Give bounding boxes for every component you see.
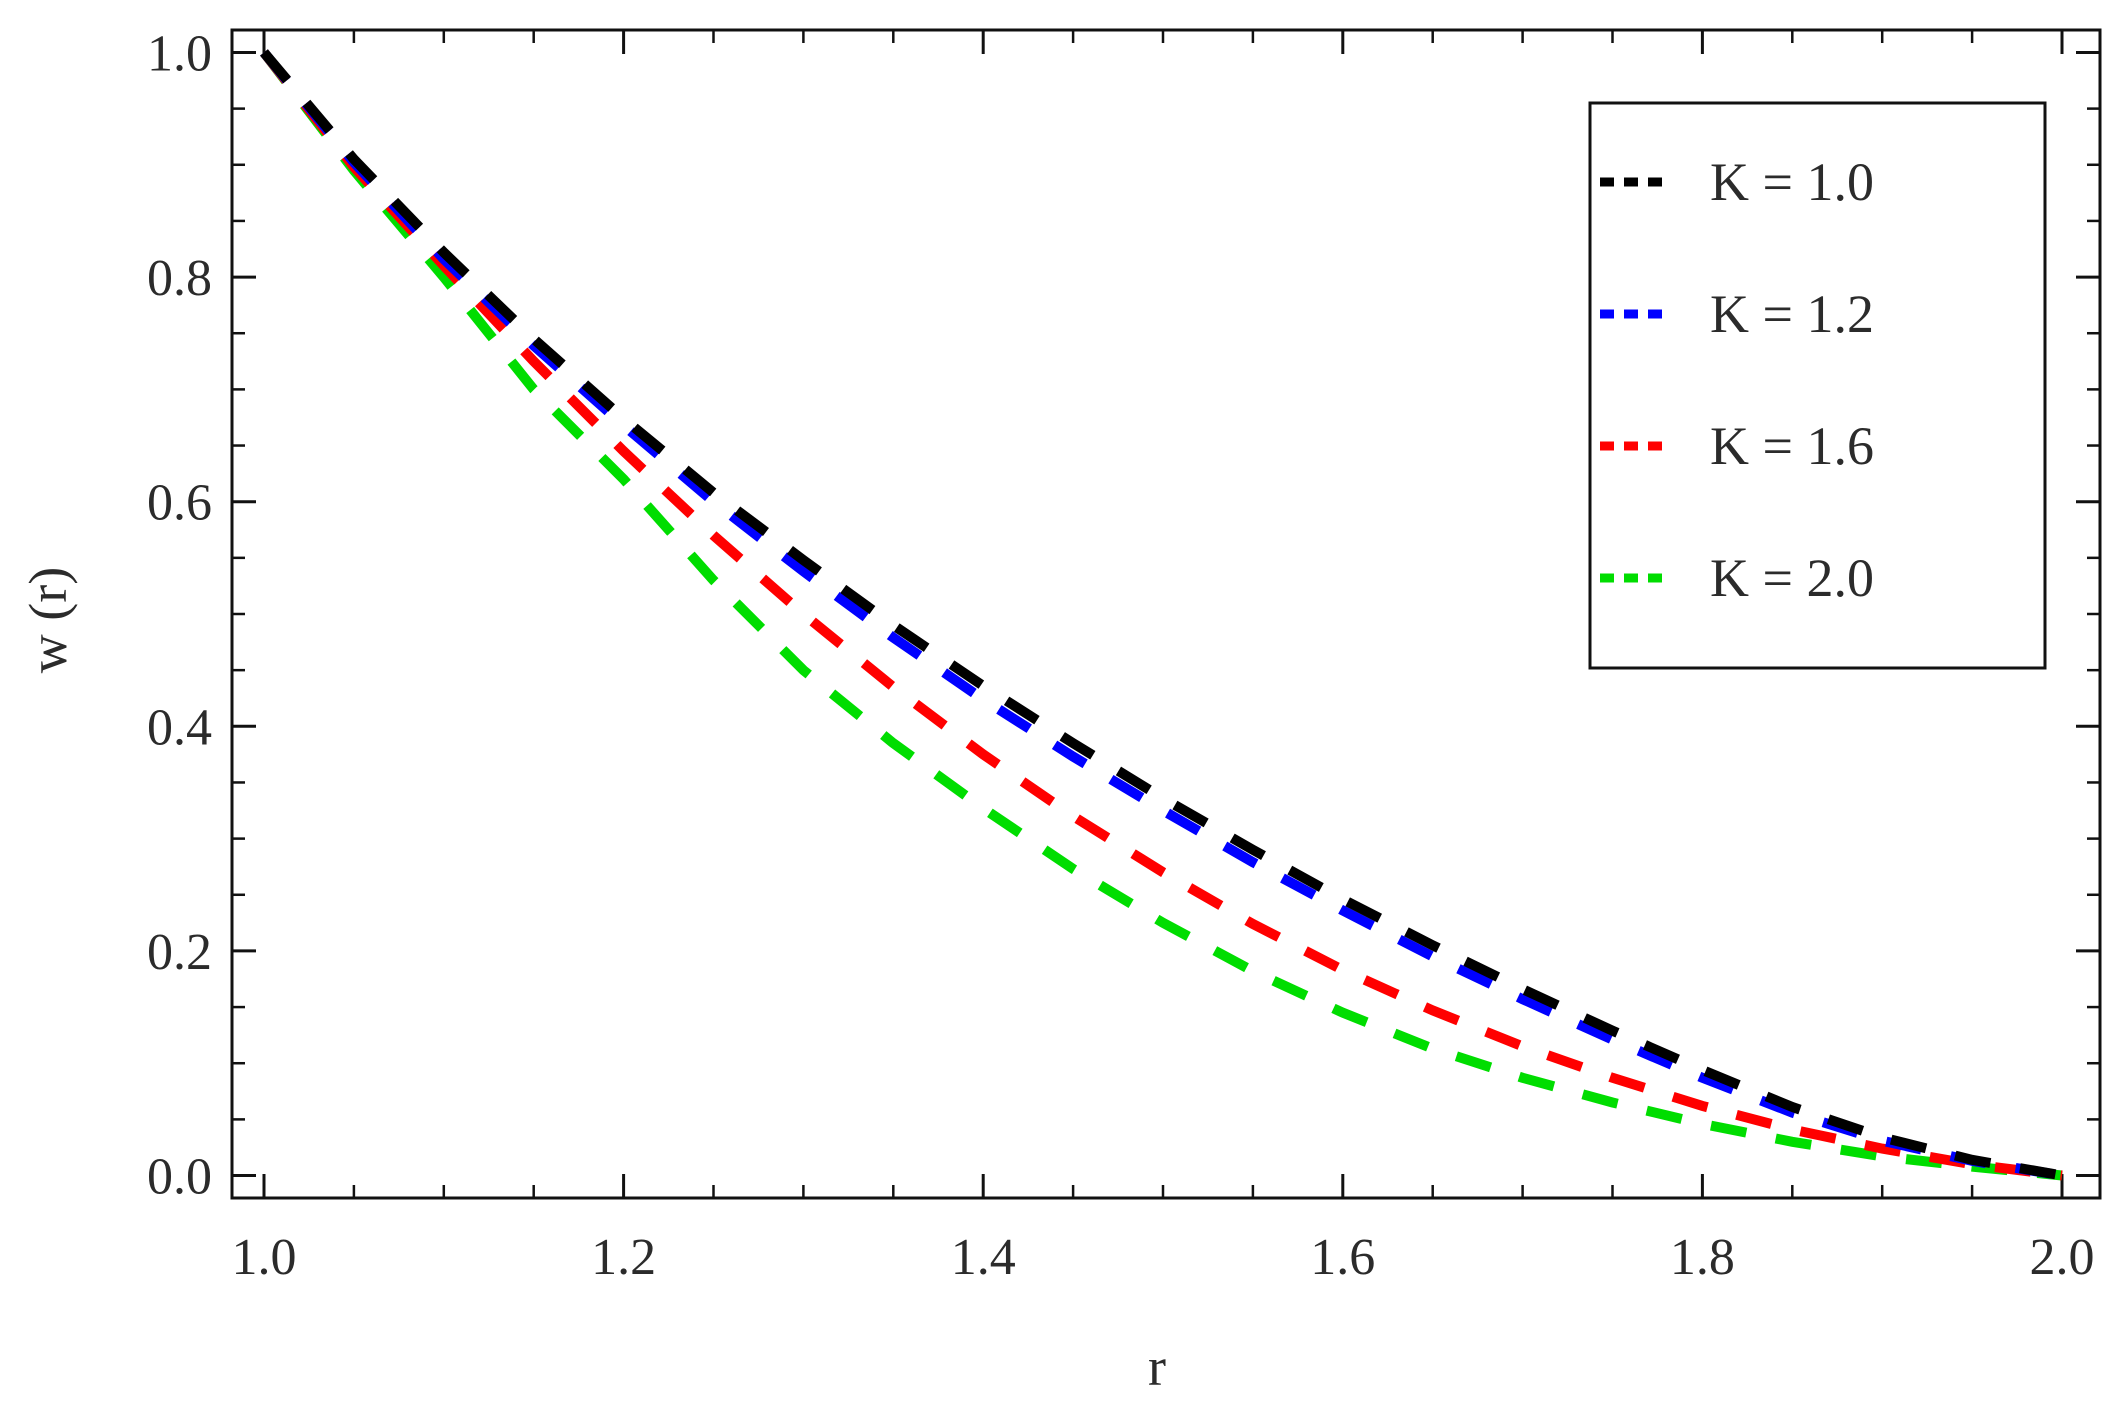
x-tick-label: 1.6 (1310, 1229, 1375, 1286)
series-line (260, 49, 2063, 1181)
legend-label: K = 1.6 (1710, 416, 1874, 476)
y-tick-label: 0.0 (147, 1149, 212, 1206)
x-tick-label: 1.2 (591, 1229, 656, 1286)
y-tick-label: 0.6 (147, 475, 212, 532)
series-line (260, 49, 2063, 1181)
x-tick-label: 1.8 (1670, 1229, 1735, 1286)
y-tick-label: 0.8 (147, 250, 212, 307)
plot-layer: 1.0 1.2 1.4 1.6 1.8 2.0 0.0 0.2 0.4 0.6 0.8 1.0 (147, 25, 2102, 1286)
legend-label: K = 1.0 (1710, 152, 1874, 212)
x-axis-label: r (1148, 1337, 1166, 1397)
x-tick-label: 1.0 (232, 1229, 297, 1286)
legend-box (1588, 101, 2047, 670)
x-tick-label: 2.0 (2030, 1229, 2095, 1286)
y-axis-label: w (r) (18, 567, 78, 673)
series-line (260, 49, 2063, 1181)
legend-label: K = 1.2 (1710, 284, 1874, 344)
y-tick-label: 0.2 (147, 924, 212, 981)
y-tick-label: 1.0 (147, 25, 212, 82)
legend-label: K = 2.0 (1710, 548, 1874, 608)
legend: K = 1.0 K = 1.2 K = 1.6 K = 2.0 (1588, 101, 2047, 670)
x-tick-label: 1.4 (951, 1229, 1016, 1286)
y-tick-label: 0.4 (147, 699, 212, 756)
